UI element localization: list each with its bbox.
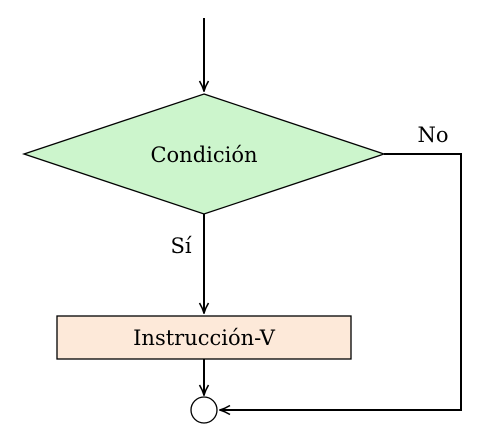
yes-label: Sí [170, 234, 191, 258]
no-label: No [417, 123, 448, 147]
no-branch-path [220, 153, 462, 410]
instruction-box [56, 315, 352, 360]
instruction-label: Instrucción-V [133, 326, 276, 350]
join-circle [190, 396, 218, 424]
condition-label: Condición [150, 143, 257, 167]
